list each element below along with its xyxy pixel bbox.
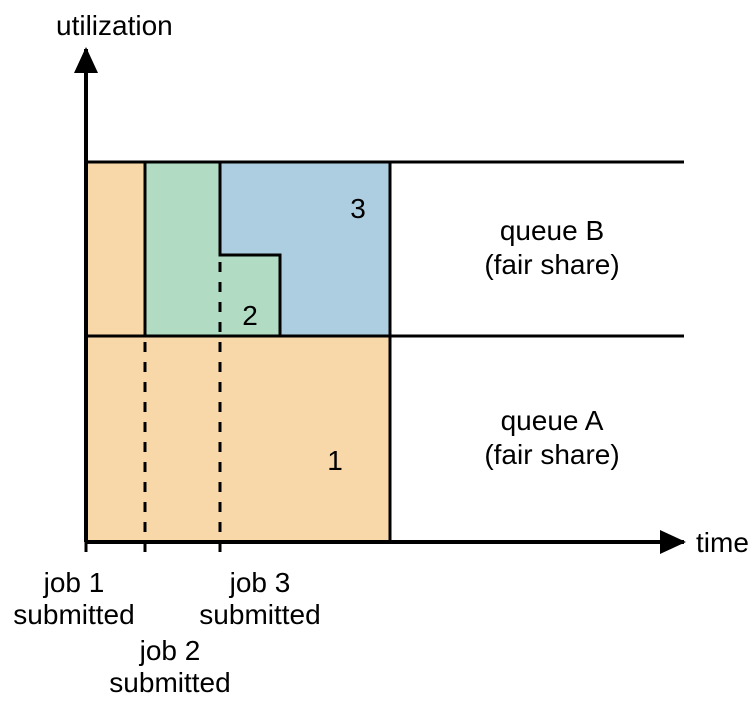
job-1-label-1: job 1 [43,567,105,598]
region-2-number: 2 [242,300,258,331]
job-2-label-1: job 2 [139,635,201,666]
job-3-label-2: submitted [199,599,320,630]
y-axis-arrow [74,47,98,73]
queue-a-label-1: queue A [501,405,604,436]
x-axis-arrow [660,530,686,554]
fair-share-diagram: utilizationtime123queue B(fair share)que… [0,0,755,714]
job-2-label-2: submitted [109,667,230,698]
job-1-label-2: submitted [13,599,134,630]
queue-b-label-1: queue B [500,215,604,246]
queue-a-label-2: (fair share) [484,439,619,470]
region-1-number: 1 [327,445,343,476]
y-axis-label: utilization [56,10,173,41]
region-3-number: 3 [350,193,366,224]
queue-b-label-2: (fair share) [484,249,619,280]
x-axis-label: time [696,527,749,558]
job-3-label-1: job 3 [229,567,291,598]
